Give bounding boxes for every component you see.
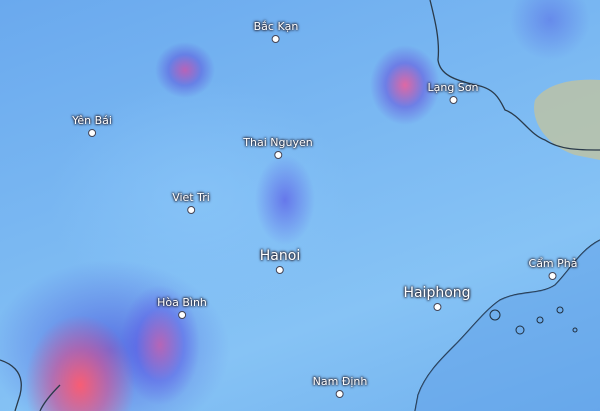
city-dot	[88, 129, 96, 137]
city-hanoi: Hanoi	[260, 248, 300, 274]
island	[515, 325, 525, 335]
city-label: Lạng Sơn	[427, 81, 479, 94]
city-label: Thai Nguyen	[243, 136, 313, 149]
sea	[415, 240, 600, 411]
city-cam-pha: Cẩm Phả	[528, 257, 578, 280]
city-dot	[276, 266, 284, 274]
city-label: Haiphong	[403, 285, 471, 301]
city-dot	[271, 35, 280, 43]
border-line	[0, 359, 61, 411]
island	[489, 309, 501, 321]
city-dot	[448, 96, 457, 104]
island	[556, 306, 564, 314]
city-haiphong: Haiphong	[403, 285, 471, 311]
island	[572, 327, 578, 333]
city-dot	[186, 206, 195, 214]
city-label: Yên Bái	[72, 114, 112, 127]
city-dot	[548, 272, 557, 280]
city-label: Bắc Kạn	[253, 20, 299, 33]
city-label: Nam Định	[312, 375, 368, 388]
city-lang-son: Lạng Sơn	[427, 81, 479, 104]
city-dot	[273, 151, 282, 159]
coastline	[414, 239, 600, 411]
city-nam-dinh: Nam Định	[312, 375, 368, 398]
city-label: Cẩm Phả	[528, 257, 578, 270]
city-label: Viet Tri	[172, 191, 210, 204]
island	[536, 316, 544, 324]
city-dot	[177, 311, 186, 319]
china-region	[534, 79, 600, 160]
city-dot	[336, 390, 344, 398]
border-line	[429, 0, 600, 151]
city-hoa-binh: Hòa Bình	[157, 296, 207, 319]
city-yen-bai: Yên Bái	[72, 114, 112, 137]
city-label: Hanoi	[259, 248, 301, 264]
city-viet-tri: Viet Tri	[172, 191, 210, 214]
city-dot	[433, 303, 441, 311]
city-thai-nguyen: Thai Nguyen	[243, 136, 313, 159]
city-label: Hòa Bình	[157, 296, 207, 309]
city-bac-kan: Bắc Kạn	[253, 20, 299, 43]
